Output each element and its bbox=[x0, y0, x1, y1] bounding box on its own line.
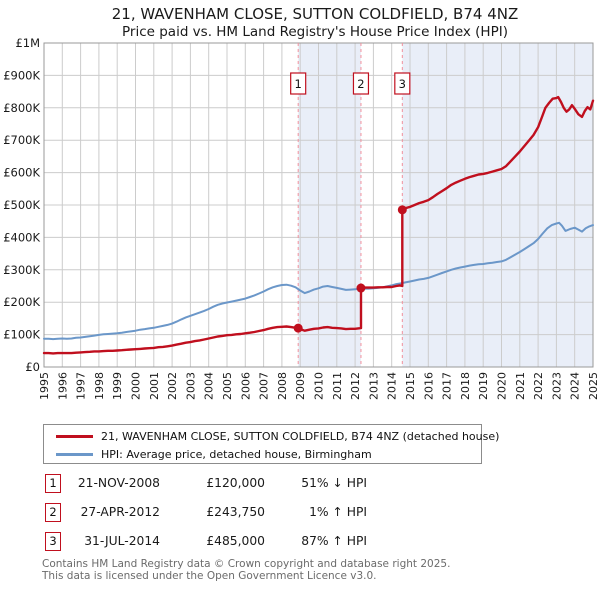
x-tick-label: 2003 bbox=[184, 372, 197, 400]
legend-item-hpi: HPI: Average price, detached house, Birm… bbox=[44, 445, 481, 463]
sale-number-box bbox=[290, 72, 307, 95]
y-tick-label: £0 bbox=[25, 360, 40, 374]
x-tick-label: 2018 bbox=[459, 372, 472, 400]
license-footer: Contains HM Land Registry data © Crown c… bbox=[42, 558, 582, 582]
x-tick-label: 1996 bbox=[56, 372, 69, 400]
sale-number-box bbox=[352, 72, 370, 95]
sale-number-box bbox=[394, 72, 411, 95]
y-tick-label: £800K bbox=[3, 101, 40, 115]
x-tick-label: 1995 bbox=[38, 372, 51, 400]
x-tick-label: 2010 bbox=[313, 372, 326, 400]
page-title: 21, WAVENHAM CLOSE, SUTTON COLDFIELD, B7… bbox=[111, 5, 519, 23]
x-tick-label: 2000 bbox=[130, 372, 143, 400]
y-tick-label: £100K bbox=[3, 328, 40, 342]
y-tick-label: £300K bbox=[3, 263, 40, 277]
hpi-line-swatch-icon bbox=[56, 452, 93, 456]
x-tick-label: 1998 bbox=[93, 372, 106, 400]
sale-number: 1 bbox=[295, 77, 302, 91]
y-tick-label: £500K bbox=[3, 198, 40, 212]
hpi-line bbox=[43, 221, 594, 341]
y-tick-label: £900K bbox=[3, 68, 40, 82]
transaction-hpi-comparison: 87% ↑ HPI bbox=[301, 534, 367, 548]
transaction-number-badge: 3 bbox=[45, 532, 61, 551]
x-tick-label: 2017 bbox=[441, 372, 454, 400]
page-subtitle: Price paid vs. HM Land Registry's House … bbox=[122, 24, 508, 40]
property-line-swatch-icon bbox=[56, 434, 93, 438]
x-tick-label: 2014 bbox=[386, 372, 399, 400]
sale-marker bbox=[293, 323, 303, 333]
x-tick-label: 2012 bbox=[349, 372, 362, 400]
transaction-hpi-comparison: 1% ↑ HPI bbox=[309, 505, 367, 519]
sale-number: 3 bbox=[399, 77, 406, 91]
price-history-chart: 1 2 3 £1M £900K £800K £700K £600K £500K £400K £300… bbox=[3, 36, 600, 400]
license-footer-line1: Contains HM Land Registry data © Crown c… bbox=[42, 558, 451, 570]
year-axis-labels: 1995 1996 1997 1998 1999 2000 2001 2002 2003 2004… bbox=[38, 372, 600, 400]
legend-property-label: 21, WAVENHAM CLOSE, SUTTON COLDFIELD, B7… bbox=[101, 429, 500, 443]
x-tick-label: 2001 bbox=[148, 372, 161, 400]
transaction-row: 3 31-JUL-2014 £485,000 87% ↑ HPI bbox=[0, 532, 600, 554]
x-tick-label: 2007 bbox=[258, 372, 271, 400]
transaction-row: 2 27-APR-2012 £243,750 1% ↑ HPI bbox=[0, 503, 600, 525]
x-tick-label: 2013 bbox=[367, 372, 380, 400]
transaction-number-badge: 2 bbox=[45, 503, 61, 522]
x-tick-label: 2011 bbox=[331, 372, 344, 400]
y-tick-label: £700K bbox=[3, 133, 40, 147]
x-tick-label: 1997 bbox=[75, 372, 88, 400]
transaction-price: £485,000 bbox=[206, 534, 265, 548]
x-tick-label: 2004 bbox=[203, 372, 216, 400]
transaction-price: £120,000 bbox=[206, 476, 265, 490]
x-tick-label: 2025 bbox=[587, 372, 600, 400]
x-tick-label: 2016 bbox=[422, 372, 435, 400]
x-tick-label: 2002 bbox=[166, 372, 179, 400]
plot-frame bbox=[43, 42, 594, 368]
price-axis-labels: £1M £900K £800K £700K £600K £500K £400K £300K £2… bbox=[3, 36, 40, 374]
y-tick-label: £1M bbox=[15, 36, 40, 50]
transaction-hpi-comparison: 51% ↓ HPI bbox=[301, 476, 367, 490]
transaction-row: 1 21-NOV-2008 £120,000 51% ↓ HPI bbox=[0, 474, 600, 496]
transaction-date: 27-APR-2012 bbox=[80, 505, 160, 519]
transaction-number-badge: 1 bbox=[45, 474, 61, 493]
x-tick-label: 2019 bbox=[477, 372, 490, 400]
sale-marker bbox=[397, 205, 407, 215]
x-tick-label: 2008 bbox=[276, 372, 289, 400]
x-tick-label: 2021 bbox=[514, 372, 527, 400]
y-tick-label: £200K bbox=[3, 295, 40, 309]
x-tick-label: 2009 bbox=[294, 372, 307, 400]
x-tick-label: 2005 bbox=[221, 372, 234, 400]
sale-marker bbox=[356, 283, 366, 293]
sale-markers: 1 2 3 bbox=[290, 72, 411, 333]
transaction-date: 21-NOV-2008 bbox=[77, 476, 160, 490]
legend-item-property: 21, WAVENHAM CLOSE, SUTTON COLDFIELD, B7… bbox=[44, 427, 499, 445]
transaction-date: 31-JUL-2014 bbox=[84, 534, 160, 548]
chart-legend: 21, WAVENHAM CLOSE, SUTTON COLDFIELD, B7… bbox=[43, 424, 499, 464]
x-tick-label: 2015 bbox=[404, 372, 417, 400]
y-tick-label: £600K bbox=[3, 166, 40, 180]
property-price-line bbox=[42, 95, 595, 355]
x-tick-label: 2006 bbox=[239, 372, 252, 400]
x-tick-label: 2024 bbox=[569, 372, 582, 400]
legend-hpi-label: HPI: Average price, detached house, Birm… bbox=[101, 447, 372, 461]
transaction-price: £243,750 bbox=[206, 505, 265, 519]
sale-number: 2 bbox=[357, 77, 364, 91]
x-tick-label: 2023 bbox=[550, 372, 563, 400]
x-tick-label: 2020 bbox=[496, 372, 509, 400]
license-footer-line2: This data is licensed under the Open Gov… bbox=[42, 570, 377, 582]
x-tick-label: 1999 bbox=[111, 372, 124, 400]
y-tick-label: £400K bbox=[3, 230, 40, 244]
x-tick-label: 2022 bbox=[532, 372, 545, 400]
